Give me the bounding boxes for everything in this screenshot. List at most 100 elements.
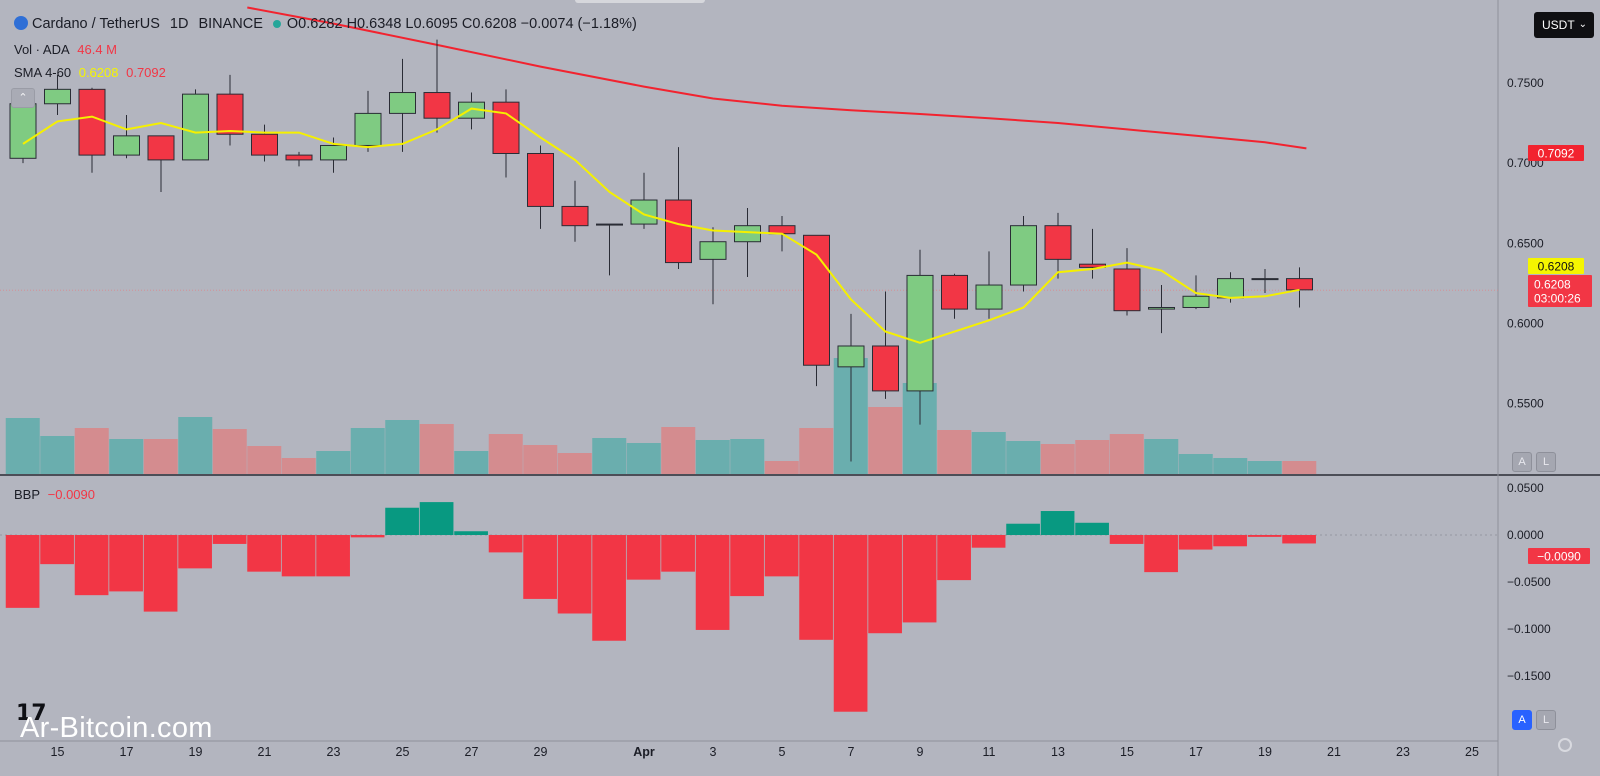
log-scale-button[interactable]: L <box>1536 710 1556 730</box>
candle-body <box>1286 278 1313 291</box>
bbp-histogram <box>5 502 1316 712</box>
bbp-bar <box>764 535 799 577</box>
candle-body <box>941 274 968 310</box>
bbp-bar <box>523 535 557 599</box>
svg-text:03:00:26: 03:00:26 <box>1534 292 1581 306</box>
bbp-bar <box>592 535 626 641</box>
bbp-bar <box>730 535 764 597</box>
candle <box>1217 272 1244 303</box>
candle <box>975 251 1003 319</box>
gear-icon[interactable] <box>1558 738 1572 752</box>
candle <box>665 147 692 269</box>
volume-value: 46.4 M <box>77 42 118 57</box>
candle <box>423 39 451 133</box>
time-tick-label: 11 <box>983 745 996 759</box>
bbp-bar <box>971 535 1006 548</box>
candle-body <box>665 199 692 264</box>
time-tick-label: 27 <box>465 745 479 759</box>
currency-button[interactable]: USDT ⌄ <box>1534 12 1594 38</box>
collapse-legend-button[interactable]: ⌃ <box>11 88 35 108</box>
volume-bar <box>350 428 385 474</box>
bbp-bar <box>1247 535 1282 537</box>
volume-bar <box>247 446 282 474</box>
auto-scale-button[interactable]: A <box>1512 710 1532 730</box>
candle <box>354 90 382 152</box>
bbp-tick-label: 0.0000 <box>1507 528 1544 542</box>
bbp-bar <box>1040 511 1075 535</box>
last-price-badge: 0.6208 03:00:26 <box>1528 275 1592 307</box>
volume-bar <box>1247 461 1282 474</box>
bbp-legend[interactable]: BBP −0.0090 <box>14 487 99 502</box>
volume-bar <box>1144 439 1179 474</box>
sma-legend[interactable]: SMA 4-60 0.6208 0.7092 <box>14 65 170 80</box>
time-tick-label: 25 <box>396 745 410 759</box>
log-scale-button-top[interactable]: L <box>1536 452 1556 472</box>
symbol-pair[interactable]: Cardano / TetherUS <box>32 16 160 32</box>
axes: 0.75000.70000.65000.60000.55000.05000.00… <box>51 76 1551 759</box>
volume-bar <box>212 429 247 474</box>
volume-bar <box>419 424 454 474</box>
volume-bar <box>868 407 903 474</box>
volume-bar <box>1213 458 1248 474</box>
svg-text:0.6208: 0.6208 <box>1538 260 1575 274</box>
candle <box>941 273 968 319</box>
bbp-bar <box>109 535 143 592</box>
top-tab-indicator <box>575 0 705 3</box>
candle <box>561 180 589 242</box>
volume-bar <box>281 458 316 474</box>
candle-body <box>872 345 899 392</box>
bbp-bar <box>1006 523 1040 535</box>
candle <box>837 313 865 462</box>
candle <box>320 137 347 173</box>
price-tick-label: 0.6000 <box>1507 317 1544 331</box>
bbp-bar <box>488 535 523 553</box>
candle <box>9 90 37 164</box>
candle-body <box>596 223 623 226</box>
time-tick-label: 3 <box>710 745 717 759</box>
bbp-bar <box>557 535 592 614</box>
volume-bar <box>1075 440 1110 474</box>
volume-bar <box>799 428 834 474</box>
tradingview-logo: 17 <box>16 701 47 726</box>
candle-body <box>837 345 865 368</box>
candle <box>699 227 727 305</box>
candle <box>44 74 71 115</box>
volume-bar <box>5 418 40 474</box>
time-tick-label: 13 <box>1051 745 1065 759</box>
time-tick-label: 25 <box>1465 745 1479 759</box>
candle <box>1148 285 1175 334</box>
bbp-value: −0.0090 <box>47 487 95 502</box>
bbp-bar <box>454 531 488 535</box>
bbp-bar <box>626 535 661 580</box>
candle-body <box>423 92 451 119</box>
candle <box>1010 216 1037 292</box>
volume-bar <box>695 440 730 474</box>
auto-scale-button-top[interactable]: A <box>1512 452 1532 472</box>
bbp-bar <box>385 507 419 535</box>
candle <box>630 172 658 229</box>
sma-short-badge: 0.6208 <box>1528 258 1584 274</box>
symbol-exchange: BINANCE <box>198 16 263 32</box>
volume-bar <box>523 445 558 474</box>
candle-body <box>320 144 347 161</box>
svg-text:−0.0090: −0.0090 <box>1537 550 1581 564</box>
bbp-bar <box>695 535 730 630</box>
volume-legend[interactable]: Vol · ADA 46.4 M <box>14 42 121 57</box>
time-tick-label: 19 <box>1258 745 1272 759</box>
candle <box>1079 228 1106 279</box>
bbp-bar <box>178 535 212 569</box>
bbp-bar <box>833 535 868 712</box>
bbp-label: BBP <box>14 487 41 502</box>
candle <box>1251 268 1279 294</box>
symbol-header[interactable]: Cardano / TetherUS 1D BINANCE O0.6282 H0.63… <box>14 16 641 32</box>
time-tick-label: 17 <box>120 745 134 759</box>
bbp-bar <box>799 535 833 640</box>
symbol-interval[interactable]: 1D <box>169 16 189 32</box>
bbp-tick-label: 0.0500 <box>1507 481 1544 495</box>
bbp-bar <box>143 535 178 612</box>
candle-body <box>182 93 209 161</box>
chevron-down-icon: ⌄ <box>1578 19 1587 30</box>
bbp-bar <box>74 535 109 596</box>
sma-long-value: 0.7092 <box>126 65 166 80</box>
